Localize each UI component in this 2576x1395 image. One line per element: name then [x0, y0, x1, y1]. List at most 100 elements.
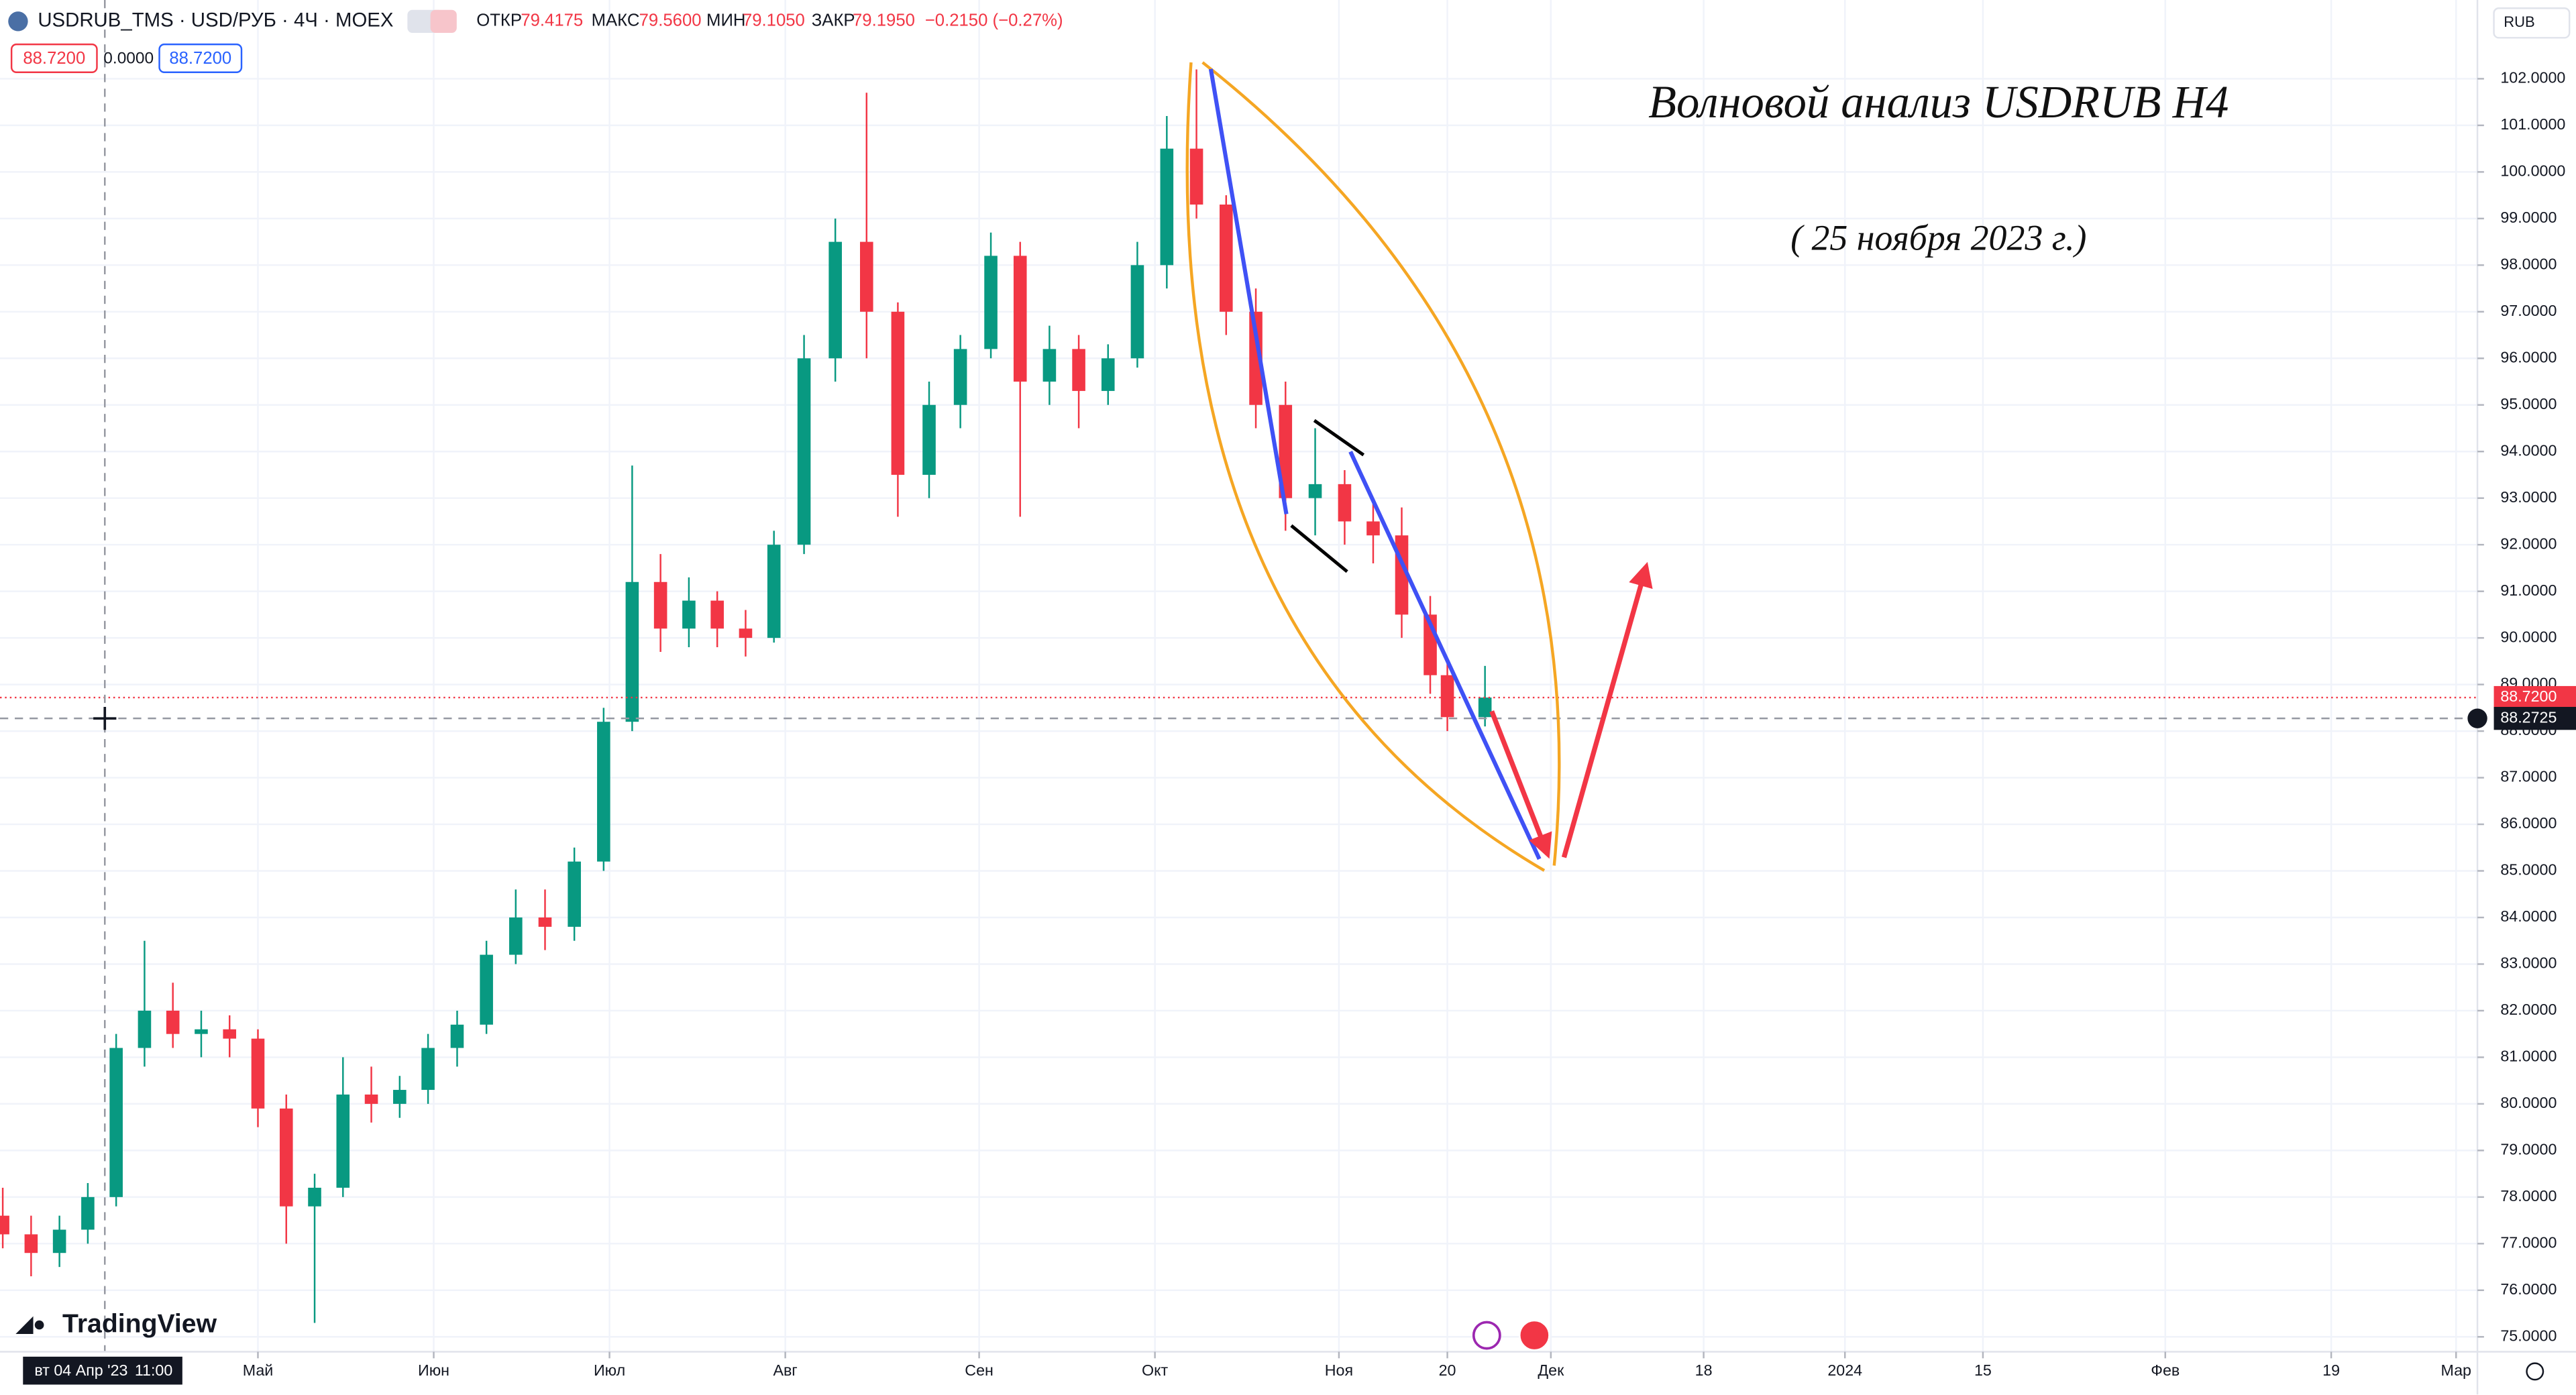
y-tick-label: 77.0000: [2500, 1233, 2557, 1251]
sell-box[interactable]: [10, 43, 98, 73]
x-tick-label: 2024: [1827, 1361, 1862, 1379]
candle-body: [421, 1048, 435, 1091]
candle-body: [1130, 265, 1144, 359]
x-tick-label: 18: [1695, 1361, 1713, 1379]
candle-body: [52, 1229, 66, 1253]
candle-body: [251, 1038, 265, 1109]
candle-body: [922, 404, 936, 475]
y-tick-label: 97.0000: [2500, 302, 2557, 319]
button[interactable]: [430, 9, 457, 33]
y-tick-label: 98.0000: [2500, 255, 2557, 272]
x-tick-label: Окт: [1142, 1361, 1169, 1379]
header-value: 79.1950: [853, 11, 915, 30]
candle-body: [538, 917, 552, 927]
y-tick-label: 99.0000: [2500, 209, 2557, 226]
candle-body: [450, 1024, 464, 1048]
annotation-date: ( 25 ноября 2023 г.): [1790, 217, 2086, 258]
y-tick-label: 87.0000: [2500, 768, 2557, 785]
candle-body: [1072, 349, 1085, 391]
x-tick-label: 15: [1974, 1361, 1992, 1379]
y-tick-label: 78.0000: [2500, 1187, 2557, 1205]
crosshair-price-label: 88.2725: [2500, 708, 2557, 726]
x-tick-label: Май: [243, 1361, 274, 1379]
candle-body: [393, 1090, 407, 1104]
candle-body: [1220, 205, 1233, 312]
y-tick-label: 84.0000: [2500, 907, 2557, 925]
sell-price[interactable]: 88.7200: [23, 49, 85, 68]
candle-body: [625, 581, 639, 722]
channel-line: [1313, 418, 1365, 457]
arrow: [1489, 710, 1552, 859]
y-tick-label: 76.0000: [2500, 1280, 2557, 1298]
last-price-label: 88.7200: [2500, 687, 2557, 705]
settings-icon[interactable]: [2526, 1362, 2544, 1381]
arc: [1185, 62, 1546, 872]
candle-body: [336, 1095, 350, 1188]
candle-body: [828, 241, 842, 359]
candle-body: [767, 545, 781, 638]
candle-body: [682, 600, 696, 629]
x-tick-label: Июн: [418, 1361, 449, 1379]
candle-body: [308, 1187, 321, 1207]
currency-button[interactable]: [2493, 7, 2571, 39]
y-tick-label: 91.0000: [2500, 581, 2557, 599]
annotation-title: Волновой анализ USDRUB H4: [1648, 76, 2229, 127]
candle-body: [653, 581, 667, 629]
y-tick-label: 95.0000: [2500, 395, 2557, 412]
buy-price[interactable]: 88.7200: [169, 49, 231, 68]
event-icon[interactable]: [1519, 1319, 1550, 1351]
x-tick-label: Июл: [594, 1361, 625, 1379]
y-tick-label: 80.0000: [2500, 1094, 2557, 1111]
candle-body: [364, 1095, 378, 1104]
y-tick-label: 82.0000: [2500, 1001, 2557, 1018]
candle-body: [984, 256, 998, 349]
y-tick-label: 93.0000: [2500, 488, 2557, 506]
candle-body: [1189, 148, 1203, 205]
header-label: ЗАКР: [812, 11, 855, 30]
candle-body: [1338, 484, 1352, 522]
arc: [1201, 61, 1561, 866]
logo[interactable]: TradingView: [62, 1310, 217, 1339]
candle-body: [509, 917, 523, 955]
crosshair-time-label: 11:00: [135, 1361, 173, 1379]
candle-body: [1249, 311, 1263, 405]
wave-line: [1208, 68, 1289, 515]
candle-body: [568, 861, 581, 927]
candle-body: [1279, 404, 1293, 498]
candle-body: [1478, 698, 1492, 718]
crosshair-price-box: [2493, 707, 2576, 730]
header-label: МИН: [706, 11, 745, 30]
event-icon[interactable]: [1472, 1321, 1501, 1350]
y-tick-label: 96.0000: [2500, 348, 2557, 366]
y-tick-label: 102.0000: [2500, 69, 2565, 87]
candle-body: [24, 1234, 38, 1253]
x-tick-label: Мар: [2440, 1361, 2471, 1379]
candle-body: [166, 1010, 180, 1034]
header-value: 79.1050: [743, 11, 805, 30]
candle-body: [710, 600, 724, 629]
symbol[interactable]: USDRUB_TMS · USD/РУБ · 4Ч · MOEX: [38, 9, 393, 32]
candle-body: [480, 954, 493, 1025]
y-tick-label: 85.0000: [2500, 861, 2557, 879]
wave-drawings: [1185, 61, 1653, 872]
crosshair-date-label: вт 04 Апр '23: [34, 1361, 127, 1379]
x-tick-label: Ноя: [1325, 1361, 1353, 1379]
candle-body: [279, 1108, 293, 1207]
candle-body: [1440, 675, 1454, 718]
candle-body: [0, 1215, 9, 1235]
candle-body: [953, 349, 967, 405]
candle-body: [1101, 358, 1115, 391]
header-value: 79.5600: [639, 11, 702, 30]
candle-body: [597, 722, 610, 862]
candle-body: [1308, 484, 1322, 498]
candle-body: [1160, 148, 1174, 266]
symbol-icon: [8, 11, 28, 32]
currency[interactable]: RUB: [2504, 13, 2535, 30]
channel-line: [1290, 524, 1348, 573]
buy-box[interactable]: [158, 43, 243, 73]
last-price-box: [2493, 685, 2576, 710]
header-label: МАКС: [592, 11, 640, 30]
x-tick-label: Фев: [2151, 1361, 2180, 1379]
candle-body: [223, 1029, 237, 1039]
